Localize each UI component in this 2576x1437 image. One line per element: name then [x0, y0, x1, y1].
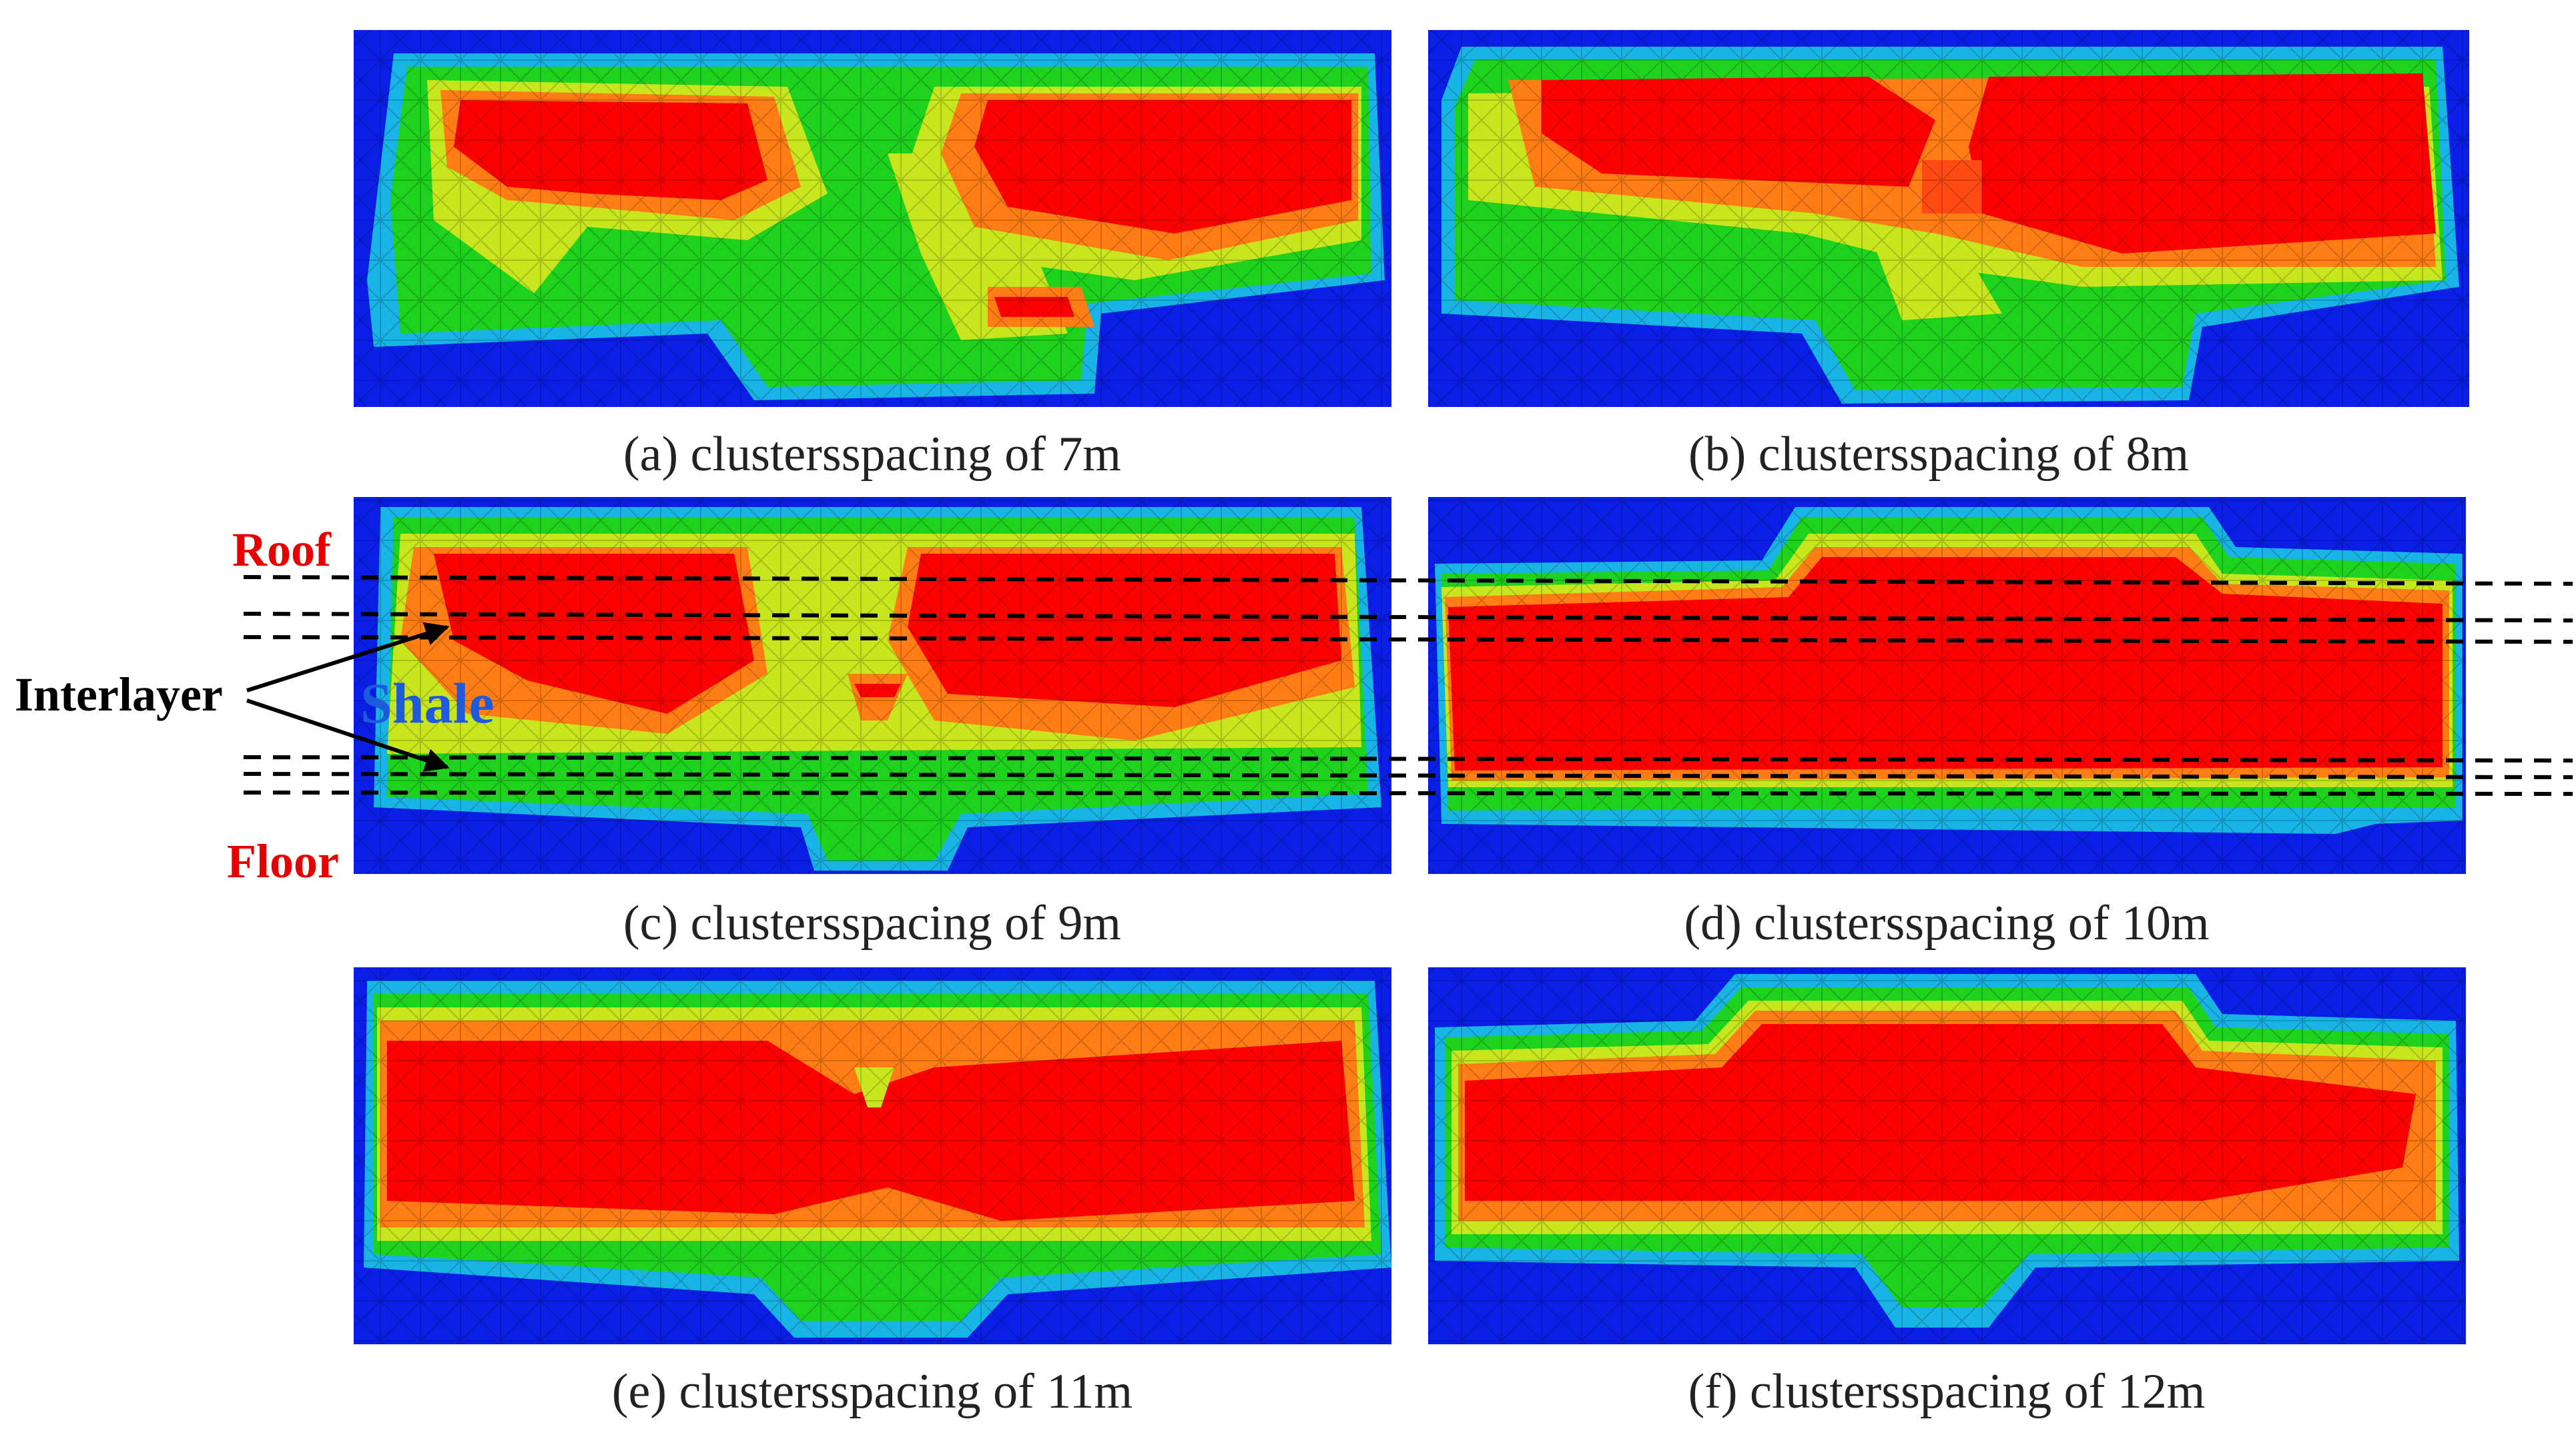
label-interlayer: Interlayer: [15, 668, 223, 721]
caption-c: (c) clustersspacing of 9m: [623, 896, 1121, 951]
panel-e: [354, 967, 1391, 1344]
caption-a: (a) clustersspacing of 7m: [623, 427, 1121, 482]
label-shale: Shale: [360, 671, 495, 735]
caption-e: (e) clustersspacing of 11m: [612, 1364, 1133, 1419]
label-floor: Floor: [227, 835, 339, 888]
caption-f: (f) clustersspacing of 12m: [1688, 1364, 2206, 1419]
label-roof: Roof: [232, 523, 332, 576]
caption-b: (b) clustersspacing of 8m: [1688, 427, 2189, 482]
layer-boundary-lines: [243, 575, 2573, 796]
caption-d: (d) clustersspacing of 10m: [1684, 896, 2209, 951]
panel-a: [354, 30, 1391, 407]
interlayer-arrows: [246, 622, 450, 772]
panel-b: [1428, 30, 2469, 407]
panel-f: [1428, 967, 2466, 1344]
panel-c: [354, 497, 1391, 874]
panel-d: [1428, 497, 2466, 874]
